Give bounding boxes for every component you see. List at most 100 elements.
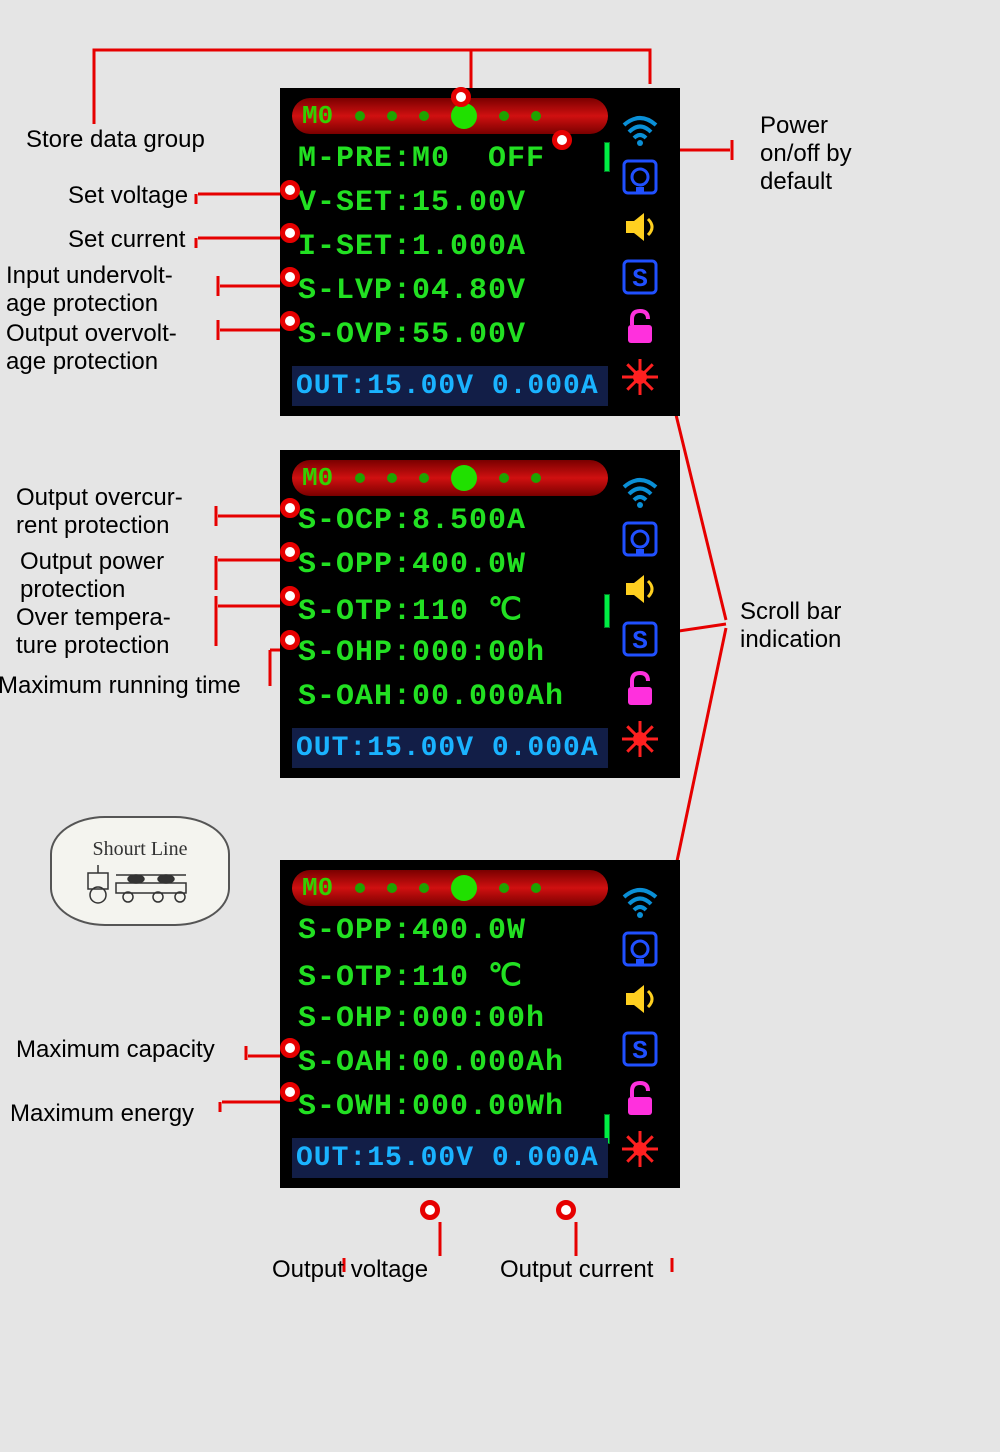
dot-icon	[387, 111, 397, 121]
speaker-icon	[618, 977, 662, 1021]
screen-header: M0	[292, 460, 608, 496]
wifi-icon	[618, 467, 662, 511]
label-oah: Maximum capacity	[16, 1036, 215, 1064]
label-ocp: Output overcur- rent protection	[16, 484, 183, 540]
output-readout: OUT:15.00V 0.000A	[296, 1143, 599, 1174]
dot-icon	[419, 473, 429, 483]
data-row: S-OHP:000:00h	[298, 636, 545, 670]
s-badge-icon: S	[618, 1027, 662, 1071]
callout-dot	[280, 630, 300, 650]
callout-dot	[420, 1200, 440, 1220]
data-row: S-LVP:04.80V	[298, 274, 526, 308]
label-outc: Output current	[500, 1256, 653, 1284]
s-badge-icon: S	[618, 255, 662, 299]
dot-large-icon	[451, 465, 477, 491]
data-row: I-SET:1.000A	[298, 230, 526, 264]
lock-icon	[618, 667, 662, 711]
data-row: S-OTP:110 ℃	[298, 958, 523, 995]
callout-dot	[280, 180, 300, 200]
header-m0: M0	[302, 101, 333, 131]
data-row: S-OTP:110 ℃	[298, 592, 523, 629]
screen-header: M0	[292, 98, 608, 134]
callout-dot	[280, 267, 300, 287]
data-row: S-OPP:400.0W	[298, 548, 526, 582]
svg-text:S: S	[632, 626, 648, 656]
wifi-icon	[618, 105, 662, 149]
dot-icon	[531, 473, 541, 483]
label-opp: Output power protection	[20, 548, 164, 604]
dot-icon	[499, 111, 509, 121]
callout-dot	[451, 87, 471, 107]
dot-large-icon	[451, 875, 477, 901]
data-row: V-SET:15.00V	[298, 186, 526, 220]
lcd-screen-1: M0 M-PRE:M0 OFF V-SET:15.00V I-SET:1.000A S…	[280, 88, 680, 416]
label-pwr: Power on/off by default	[760, 112, 852, 196]
label-ovp: Output overvolt- age protection	[6, 320, 177, 376]
label-seti: Set current	[68, 226, 185, 254]
callout-dot	[280, 1082, 300, 1102]
header-m0: M0	[302, 873, 333, 903]
shourt-line-logo: Shourt Line	[50, 816, 230, 926]
status-icon-column: S	[610, 870, 670, 1178]
wifi-icon	[618, 877, 662, 921]
screen-header: M0	[292, 870, 608, 906]
callout-dot	[280, 223, 300, 243]
logo-text: Shourt Line	[93, 838, 188, 861]
status-icon-column: S	[610, 460, 670, 768]
recycle-icon	[618, 155, 662, 199]
callout-dot	[280, 1038, 300, 1058]
recycle-icon	[618, 927, 662, 971]
label-outv: Output voltage	[272, 1256, 428, 1284]
lcd-screen-2: M0 S-OCP:8.500A S-OPP:400.0W S-OTP:110 ℃ S-…	[280, 450, 680, 778]
data-row: S-OHP:000:00h	[298, 1002, 545, 1036]
callout-dot	[280, 311, 300, 331]
dot-icon	[387, 883, 397, 893]
status-icon-column: S	[610, 98, 670, 406]
lock-icon	[618, 305, 662, 349]
dot-icon	[531, 883, 541, 893]
output-readout: OUT:15.00V 0.000A	[296, 733, 599, 764]
output-footer: OUT:15.00V 0.000A	[292, 728, 608, 768]
label-lvp: Input undervolt- age protection	[6, 262, 173, 318]
sun-icon	[618, 355, 662, 399]
dot-icon	[355, 473, 365, 483]
data-row: S-OCP:8.500A	[298, 504, 526, 538]
dot-icon	[419, 883, 429, 893]
callout-dot	[280, 586, 300, 606]
data-row: S-OWH:000.00Wh	[298, 1090, 564, 1124]
label-owh: Maximum energy	[10, 1100, 194, 1128]
header-m0: M0	[302, 463, 333, 493]
data-row: S-OAH:00.000Ah	[298, 1046, 564, 1080]
dot-icon	[355, 111, 365, 121]
dot-icon	[531, 111, 541, 121]
train-icon	[80, 865, 200, 905]
lcd-screen-3: M0 S-OPP:400.0W S-OTP:110 ℃ S-OHP:000:00h S…	[280, 860, 680, 1188]
output-footer: OUT:15.00V 0.000A	[292, 366, 608, 406]
speaker-icon	[618, 567, 662, 611]
recycle-icon	[618, 517, 662, 561]
speaker-icon	[618, 205, 662, 249]
svg-text:S: S	[632, 264, 648, 294]
label-ohp: Maximum running time	[0, 672, 241, 700]
data-row: M-PRE:M0 OFF	[298, 142, 545, 176]
s-badge-icon: S	[618, 617, 662, 661]
label-store: Store data group	[26, 126, 205, 154]
label-otp: Over tempera- ture protection	[16, 604, 171, 660]
lock-icon	[618, 1077, 662, 1121]
label-scroll: Scroll bar indication	[740, 598, 841, 654]
data-row: S-OAH:00.000Ah	[298, 680, 564, 714]
dot-icon	[499, 883, 509, 893]
data-row: S-OVP:55.00V	[298, 318, 526, 352]
callout-dot	[556, 1200, 576, 1220]
callout-dot	[280, 542, 300, 562]
dot-large-icon	[451, 103, 477, 129]
callout-dot	[552, 130, 572, 150]
callout-dot	[280, 498, 300, 518]
data-row: S-OPP:400.0W	[298, 914, 526, 948]
dot-icon	[387, 473, 397, 483]
dot-icon	[499, 473, 509, 483]
svg-text:S: S	[632, 1036, 648, 1066]
sun-icon	[618, 1127, 662, 1171]
output-footer: OUT:15.00V 0.000A	[292, 1138, 608, 1178]
label-setv: Set voltage	[68, 182, 188, 210]
